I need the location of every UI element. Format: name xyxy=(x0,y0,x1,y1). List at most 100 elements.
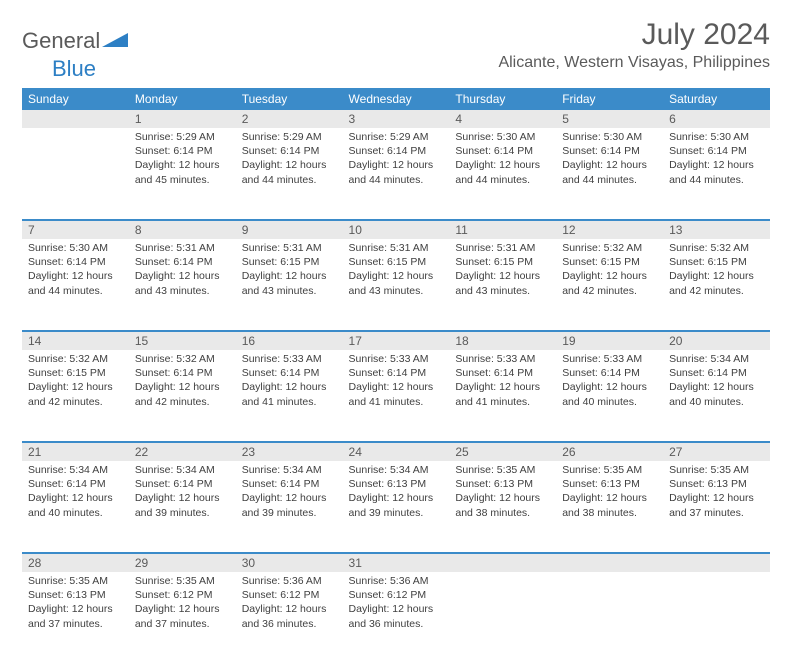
day-number: 13 xyxy=(663,221,770,239)
day-details: Sunrise: 5:32 AMSunset: 6:15 PMDaylight:… xyxy=(556,239,663,304)
day-content-cell: Sunrise: 5:31 AMSunset: 6:15 PMDaylight:… xyxy=(449,239,556,331)
weekday-row: SundayMondayTuesdayWednesdayThursdayFrid… xyxy=(22,88,770,110)
day-details: Sunrise: 5:35 AMSunset: 6:13 PMDaylight:… xyxy=(449,461,556,526)
day-number: 21 xyxy=(22,443,129,461)
day-content-cell: Sunrise: 5:33 AMSunset: 6:14 PMDaylight:… xyxy=(343,350,450,442)
day-content-cell: Sunrise: 5:32 AMSunset: 6:15 PMDaylight:… xyxy=(22,350,129,442)
day-content-row: Sunrise: 5:34 AMSunset: 6:14 PMDaylight:… xyxy=(22,461,770,553)
day-number: 3 xyxy=(343,110,450,128)
day-number-cell: 18 xyxy=(449,331,556,350)
day-number: 6 xyxy=(663,110,770,128)
day-details: Sunrise: 5:35 AMSunset: 6:13 PMDaylight:… xyxy=(22,572,129,637)
day-details: Sunrise: 5:29 AMSunset: 6:14 PMDaylight:… xyxy=(343,128,450,193)
day-number: 19 xyxy=(556,332,663,350)
title-block: July 2024 Alicante, Western Visayas, Phi… xyxy=(498,18,770,72)
day-content-row: Sunrise: 5:32 AMSunset: 6:15 PMDaylight:… xyxy=(22,350,770,442)
day-number-cell xyxy=(663,553,770,572)
day-number: 12 xyxy=(556,221,663,239)
weekday-header: Monday xyxy=(129,88,236,110)
day-content-cell: Sunrise: 5:35 AMSunset: 6:13 PMDaylight:… xyxy=(663,461,770,553)
day-details: Sunrise: 5:34 AMSunset: 6:14 PMDaylight:… xyxy=(236,461,343,526)
day-details: Sunrise: 5:31 AMSunset: 6:15 PMDaylight:… xyxy=(236,239,343,304)
day-content-cell: Sunrise: 5:29 AMSunset: 6:14 PMDaylight:… xyxy=(129,128,236,220)
day-number-cell: 22 xyxy=(129,442,236,461)
day-number-cell xyxy=(22,110,129,128)
day-details: Sunrise: 5:33 AMSunset: 6:14 PMDaylight:… xyxy=(236,350,343,415)
day-content-cell: Sunrise: 5:32 AMSunset: 6:15 PMDaylight:… xyxy=(663,239,770,331)
day-details: Sunrise: 5:30 AMSunset: 6:14 PMDaylight:… xyxy=(449,128,556,193)
day-content-cell: Sunrise: 5:29 AMSunset: 6:14 PMDaylight:… xyxy=(343,128,450,220)
day-number-cell: 30 xyxy=(236,553,343,572)
day-number-cell: 15 xyxy=(129,331,236,350)
location-text: Alicante, Western Visayas, Philippines xyxy=(498,54,770,72)
day-content-cell: Sunrise: 5:31 AMSunset: 6:14 PMDaylight:… xyxy=(129,239,236,331)
day-number: 29 xyxy=(129,554,236,572)
day-details: Sunrise: 5:30 AMSunset: 6:14 PMDaylight:… xyxy=(556,128,663,193)
day-details: Sunrise: 5:35 AMSunset: 6:12 PMDaylight:… xyxy=(129,572,236,637)
day-number-cell: 13 xyxy=(663,220,770,239)
logo: General xyxy=(22,28,130,54)
weekday-header: Thursday xyxy=(449,88,556,110)
day-number: 4 xyxy=(449,110,556,128)
day-details: Sunrise: 5:36 AMSunset: 6:12 PMDaylight:… xyxy=(236,572,343,637)
day-number: 17 xyxy=(343,332,450,350)
day-details: Sunrise: 5:33 AMSunset: 6:14 PMDaylight:… xyxy=(343,350,450,415)
day-number: 30 xyxy=(236,554,343,572)
calendar-table: SundayMondayTuesdayWednesdayThursdayFrid… xyxy=(22,88,770,664)
day-content-row: Sunrise: 5:35 AMSunset: 6:13 PMDaylight:… xyxy=(22,572,770,664)
day-content-cell: Sunrise: 5:35 AMSunset: 6:13 PMDaylight:… xyxy=(556,461,663,553)
day-content-cell: Sunrise: 5:33 AMSunset: 6:14 PMDaylight:… xyxy=(236,350,343,442)
day-details: Sunrise: 5:30 AMSunset: 6:14 PMDaylight:… xyxy=(22,239,129,304)
day-details: Sunrise: 5:30 AMSunset: 6:14 PMDaylight:… xyxy=(663,128,770,193)
day-details: Sunrise: 5:32 AMSunset: 6:15 PMDaylight:… xyxy=(22,350,129,415)
day-content-cell: Sunrise: 5:30 AMSunset: 6:14 PMDaylight:… xyxy=(663,128,770,220)
day-content-cell: Sunrise: 5:29 AMSunset: 6:14 PMDaylight:… xyxy=(236,128,343,220)
day-number-cell: 19 xyxy=(556,331,663,350)
day-number-cell: 9 xyxy=(236,220,343,239)
day-number-cell: 26 xyxy=(556,442,663,461)
logo-triangle-icon xyxy=(102,30,128,53)
day-content-cell: Sunrise: 5:30 AMSunset: 6:14 PMDaylight:… xyxy=(449,128,556,220)
weekday-header: Tuesday xyxy=(236,88,343,110)
day-content-cell: Sunrise: 5:34 AMSunset: 6:14 PMDaylight:… xyxy=(22,461,129,553)
day-content-cell: Sunrise: 5:36 AMSunset: 6:12 PMDaylight:… xyxy=(236,572,343,664)
day-number-cell: 3 xyxy=(343,110,450,128)
day-number-cell: 12 xyxy=(556,220,663,239)
day-number-row: 21222324252627 xyxy=(22,442,770,461)
day-content-row: Sunrise: 5:29 AMSunset: 6:14 PMDaylight:… xyxy=(22,128,770,220)
day-content-cell: Sunrise: 5:30 AMSunset: 6:14 PMDaylight:… xyxy=(556,128,663,220)
day-number-row: 14151617181920 xyxy=(22,331,770,350)
day-number-cell: 10 xyxy=(343,220,450,239)
day-content-cell: Sunrise: 5:32 AMSunset: 6:14 PMDaylight:… xyxy=(129,350,236,442)
day-number-cell: 1 xyxy=(129,110,236,128)
weekday-header: Friday xyxy=(556,88,663,110)
day-details: Sunrise: 5:32 AMSunset: 6:15 PMDaylight:… xyxy=(663,239,770,304)
day-details: Sunrise: 5:33 AMSunset: 6:14 PMDaylight:… xyxy=(556,350,663,415)
day-content-cell: Sunrise: 5:34 AMSunset: 6:14 PMDaylight:… xyxy=(129,461,236,553)
day-number-row: 28293031 xyxy=(22,553,770,572)
day-details: Sunrise: 5:32 AMSunset: 6:14 PMDaylight:… xyxy=(129,350,236,415)
day-number: 20 xyxy=(663,332,770,350)
day-number-cell: 20 xyxy=(663,331,770,350)
day-number-cell: 25 xyxy=(449,442,556,461)
day-number: 1 xyxy=(129,110,236,128)
day-number-cell: 4 xyxy=(449,110,556,128)
day-number: 28 xyxy=(22,554,129,572)
day-content-cell xyxy=(449,572,556,664)
day-number-cell: 17 xyxy=(343,331,450,350)
day-details: Sunrise: 5:31 AMSunset: 6:15 PMDaylight:… xyxy=(449,239,556,304)
day-number: 9 xyxy=(236,221,343,239)
day-number-cell: 31 xyxy=(343,553,450,572)
day-content-cell: Sunrise: 5:33 AMSunset: 6:14 PMDaylight:… xyxy=(556,350,663,442)
day-number-cell: 7 xyxy=(22,220,129,239)
day-details: Sunrise: 5:31 AMSunset: 6:15 PMDaylight:… xyxy=(343,239,450,304)
day-number: 31 xyxy=(343,554,450,572)
day-number: 10 xyxy=(343,221,450,239)
day-content-cell xyxy=(663,572,770,664)
day-details: Sunrise: 5:34 AMSunset: 6:14 PMDaylight:… xyxy=(22,461,129,526)
day-number: 25 xyxy=(449,443,556,461)
day-number-cell xyxy=(556,553,663,572)
day-content-cell: Sunrise: 5:34 AMSunset: 6:13 PMDaylight:… xyxy=(343,461,450,553)
logo-text-blue: Blue xyxy=(52,56,96,81)
day-details: Sunrise: 5:31 AMSunset: 6:14 PMDaylight:… xyxy=(129,239,236,304)
